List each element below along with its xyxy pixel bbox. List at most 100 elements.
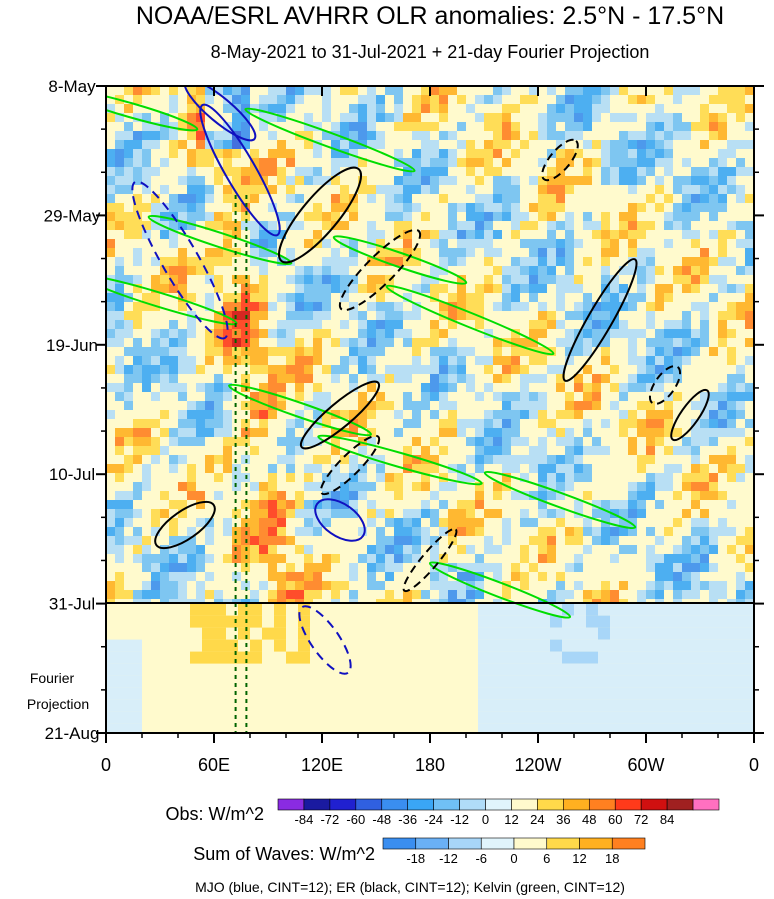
heatmap-cell [133,527,142,536]
heatmap-cell [700,203,709,212]
projection-cell [106,639,118,652]
heatmap-cell [412,527,421,536]
heatmap-cell [367,428,376,437]
heatmap-cell [439,149,448,158]
heatmap-cell [466,500,475,509]
x-axis: 0 60E 120E 180 120W 60W 0 [101,86,759,775]
heatmap-cell [169,464,178,473]
heatmap-cell [511,455,520,464]
heatmap-cell [421,212,430,221]
heatmap-cell [160,275,169,284]
heatmap-cell [457,356,466,365]
heatmap-cell [547,212,556,221]
heatmap-cell [655,482,664,491]
heatmap-cell [583,365,592,374]
heatmap-cell [151,140,160,149]
heatmap-cell [169,554,178,563]
heatmap-cell [475,194,484,203]
heatmap-cell [421,185,430,194]
heatmap-cell [340,428,349,437]
heatmap-cell [412,149,421,158]
heatmap-cell [250,356,259,365]
heatmap-cell [187,365,196,374]
projection-cell [526,711,538,724]
heatmap-cell [259,509,268,518]
projection-cell [730,675,742,688]
heatmap-cell [646,590,655,599]
heatmap-cell [430,383,439,392]
heatmap-cell [232,293,241,302]
heatmap-cell [592,86,601,95]
heatmap-cell [412,302,421,311]
heatmap-cell [610,518,619,527]
kelvin-contour [147,214,293,266]
heatmap-cell [376,302,385,311]
heatmap-cell [655,473,664,482]
heatmap-cell [493,446,502,455]
heatmap-cell [178,338,187,347]
heatmap-cell [691,230,700,239]
heatmap-cell [691,338,700,347]
projection-cell [658,699,670,712]
colorbar-tick-label: 72 [634,812,648,827]
heatmap-cell [349,473,358,482]
heatmap-cell [223,86,232,95]
heatmap-cell [700,176,709,185]
heatmap-cell [367,194,376,203]
heatmap-cell [520,509,529,518]
heatmap-cell [700,311,709,320]
projection-cell [742,603,754,616]
heatmap-cell [610,554,619,563]
projection-cell [718,699,730,712]
projection-cell [298,615,310,628]
heatmap-cell [178,437,187,446]
heatmap-cell [466,419,475,428]
heatmap-cell [124,311,133,320]
heatmap-cell [448,365,457,374]
heatmap-cell [574,563,583,572]
heatmap-cell [583,392,592,401]
projection-cell [238,627,250,640]
projection-cell [706,663,718,676]
heatmap-cell [286,419,295,428]
heatmap-cell [529,329,538,338]
heatmap-cell [493,266,502,275]
heatmap-cell [403,212,412,221]
heatmap-cell [475,284,484,293]
heatmap-cell [637,167,646,176]
heatmap-cell [502,410,511,419]
heatmap-cell [115,527,124,536]
heatmap-cell [394,374,403,383]
heatmap-cell [385,203,394,212]
heatmap-cell [268,329,277,338]
heatmap-cell [718,491,727,500]
heatmap-cell [250,329,259,338]
heatmap-cell [448,257,457,266]
heatmap-cell [547,266,556,275]
heatmap-cell [718,95,727,104]
kelvin-contour [483,470,637,530]
heatmap-cell [187,482,196,491]
heatmap-cell [115,437,124,446]
heatmap-cell [178,248,187,257]
heatmap-cell [565,356,574,365]
projection-cell [274,615,286,628]
heatmap-cell [421,95,430,104]
heatmap-cell [439,374,448,383]
heatmap-cell [556,590,565,599]
heatmap-cell [529,86,538,95]
heatmap-cell [223,518,232,527]
heatmap-cell [133,230,142,239]
heatmap-cell [592,140,601,149]
heatmap-cell [646,446,655,455]
heatmap-cell [511,230,520,239]
heatmap-cell [376,455,385,464]
heatmap-cell [628,518,637,527]
heatmap-cell [547,248,556,257]
heatmap-cell [331,473,340,482]
heatmap-cell [223,356,232,365]
heatmap-cell [196,122,205,131]
heatmap-cell [250,167,259,176]
heatmap-cell [232,572,241,581]
